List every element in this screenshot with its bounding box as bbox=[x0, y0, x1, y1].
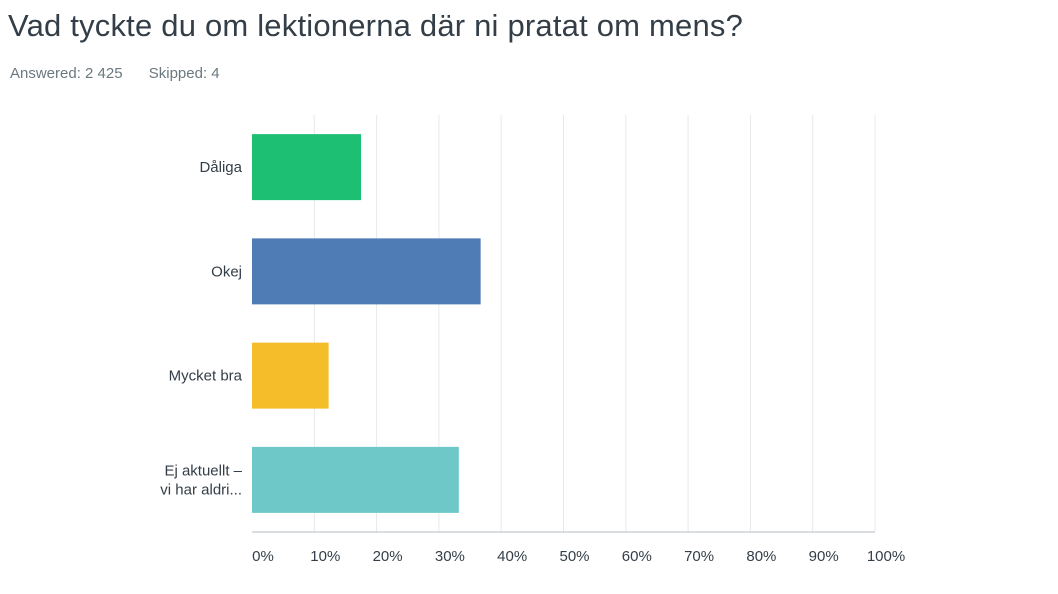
category-label-line: vi har aldri... bbox=[160, 481, 242, 498]
x-tick-label: 30% bbox=[435, 548, 465, 565]
category-label-layer: Dåliga Okej Mycket bra Ej aktuellt – vi har … bbox=[160, 159, 242, 498]
x-tick-label: 50% bbox=[559, 548, 589, 565]
category-label-line: Ej aktuellt – bbox=[164, 462, 242, 479]
tick-label-layer: 0% 10% 20% 30% 40% 50% 60% 70% 80% 90% 100% bbox=[252, 548, 905, 565]
category-label-line: Mycket bra bbox=[169, 368, 243, 385]
category-label-line: Okej bbox=[211, 263, 242, 280]
bar-3[interactable] bbox=[252, 342, 329, 409]
x-tick-label: 80% bbox=[746, 548, 776, 565]
category-label-line: Dåliga bbox=[199, 159, 242, 176]
x-tick-label: 60% bbox=[622, 548, 652, 565]
x-tick-label: 40% bbox=[497, 548, 527, 565]
response-stats: Answered: 2 425 Skipped: 4 bbox=[10, 65, 242, 82]
answered-count: Answered: 2 425 bbox=[10, 65, 123, 82]
bar-4[interactable] bbox=[252, 446, 459, 513]
bar-2[interactable] bbox=[252, 238, 481, 305]
x-tick-label: 0% bbox=[252, 548, 274, 565]
bar-1[interactable] bbox=[252, 134, 362, 201]
x-tick-label: 90% bbox=[809, 548, 839, 565]
category-label: Dåliga bbox=[199, 159, 242, 176]
skipped-count: Skipped: 4 bbox=[148, 65, 220, 82]
grid-layer bbox=[313, 115, 876, 532]
category-label: Okej bbox=[211, 263, 242, 280]
category-label: Mycket bra bbox=[169, 368, 243, 385]
x-tick-label: 10% bbox=[310, 548, 340, 565]
x-tick-label: 70% bbox=[684, 548, 714, 565]
category-label: Ej aktuellt – vi har aldri... bbox=[160, 462, 242, 498]
question-title: Vad tyckte du om lektionerna där ni prat… bbox=[8, 8, 744, 43]
x-tick-label: 20% bbox=[373, 548, 403, 565]
x-tick-label: 100% bbox=[867, 548, 905, 565]
bar-layer bbox=[252, 134, 481, 513]
